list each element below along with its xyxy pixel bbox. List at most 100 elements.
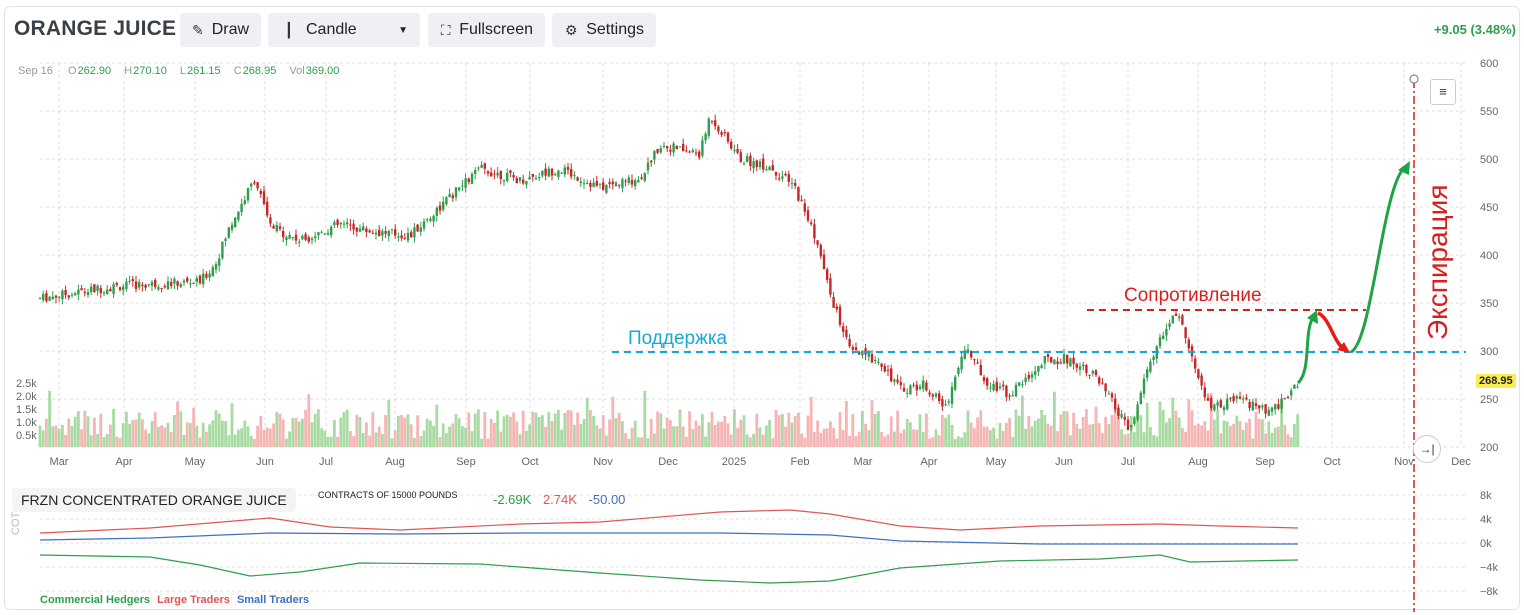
candle-body xyxy=(1222,407,1226,411)
candle-body xyxy=(1197,369,1200,379)
scroll-to-latest-button[interactable]: →| xyxy=(1413,435,1441,463)
volume-bar xyxy=(1126,433,1130,447)
volume-bar xyxy=(1129,416,1133,447)
volume-bar xyxy=(912,429,915,447)
volume-bar xyxy=(486,438,490,447)
candle-body xyxy=(1082,364,1085,366)
volume-bar xyxy=(761,434,765,447)
candle-body xyxy=(67,295,70,298)
volume-bar xyxy=(384,415,387,447)
volume-bar xyxy=(454,414,458,447)
volume-bar xyxy=(1059,414,1063,447)
volume-bar xyxy=(995,438,999,447)
volume-bar xyxy=(541,415,544,447)
candle-body xyxy=(938,393,941,401)
volume-bar xyxy=(720,421,723,447)
volume-bar xyxy=(425,418,429,447)
volume-bar xyxy=(201,422,205,447)
candle-body xyxy=(563,167,566,175)
price-tick: 300 xyxy=(1480,346,1498,358)
candle-body xyxy=(739,152,742,163)
volume-bar xyxy=(1133,432,1136,447)
candle-body xyxy=(765,169,768,171)
volume-bar xyxy=(1155,436,1159,447)
volume-bar xyxy=(1289,437,1293,447)
high-label: H xyxy=(124,65,133,77)
volume-bar xyxy=(701,414,704,447)
volume-bar xyxy=(854,436,858,447)
candle-body xyxy=(138,282,141,288)
candle-body xyxy=(54,295,58,298)
price-tick: 600 xyxy=(1480,58,1498,70)
candle-body xyxy=(323,233,326,235)
candle-body xyxy=(387,231,390,237)
candle-body xyxy=(234,217,237,228)
volume-bar xyxy=(873,413,877,447)
cot-large-value: 2.74K xyxy=(542,492,577,507)
current-price-tag: 268.95 xyxy=(1476,374,1516,388)
candle-body xyxy=(989,387,992,389)
candle-body xyxy=(1091,370,1094,374)
candle-body xyxy=(464,178,467,188)
volume-tick: 1.0k xyxy=(16,417,37,429)
cot-subtitle: CONTRACTS OF 15000 POUNDS xyxy=(318,490,458,500)
candle-body xyxy=(656,148,659,153)
candle-body xyxy=(1110,393,1114,398)
volume-bar xyxy=(1078,428,1082,447)
volume-bar xyxy=(297,421,301,447)
volume-bar xyxy=(1081,417,1085,447)
candle-body xyxy=(774,171,778,176)
volume-bar xyxy=(480,438,483,447)
candle-body xyxy=(643,173,646,181)
volume-bar xyxy=(1264,433,1267,447)
candle-body xyxy=(1165,328,1168,336)
volume-bar xyxy=(1088,424,1091,447)
volume-bar xyxy=(409,424,413,447)
chart-type-select[interactable]: ┃ Candle ▼ xyxy=(268,13,420,47)
candle-body xyxy=(928,392,931,395)
fullscreen-button[interactable]: ⛶ Fullscreen xyxy=(428,13,545,47)
volume-bar xyxy=(925,413,928,447)
volume-bar xyxy=(877,411,880,447)
price-tick: 400 xyxy=(1480,250,1498,262)
volume-bar xyxy=(678,409,682,447)
indicator-icon[interactable]: ≡ xyxy=(1430,79,1456,105)
volume-bar xyxy=(38,425,42,447)
candle-body xyxy=(381,231,384,236)
candle-body xyxy=(1094,370,1098,376)
candle-body xyxy=(221,241,224,259)
candle-body xyxy=(890,368,893,382)
volume-bar xyxy=(627,438,631,447)
volume-bar xyxy=(659,413,663,447)
price-tick: 550 xyxy=(1480,106,1498,118)
candle-body xyxy=(195,277,198,282)
volume-bar xyxy=(445,433,448,447)
candle-body xyxy=(237,211,240,220)
settings-button[interactable]: ⚙ Settings xyxy=(552,13,656,47)
volume-bar xyxy=(221,420,224,447)
candle-body xyxy=(1242,398,1245,400)
candle-body xyxy=(394,229,397,236)
candle-body xyxy=(51,296,54,299)
candle-body xyxy=(474,170,477,174)
volume-bar xyxy=(733,409,736,447)
volume-bar xyxy=(973,428,976,447)
time-tick: 2025 xyxy=(722,456,746,468)
settings-label: Settings xyxy=(586,21,644,38)
volume-bar xyxy=(1273,427,1277,447)
volume-bar xyxy=(643,390,647,447)
candle-body xyxy=(672,143,675,153)
volume-bar xyxy=(669,420,672,447)
candle-body xyxy=(842,326,845,332)
draw-button[interactable]: ✎ Draw xyxy=(180,13,261,47)
time-tick: Nov xyxy=(593,456,613,468)
candle-body xyxy=(589,183,592,187)
candle-body xyxy=(451,195,454,199)
candle-body xyxy=(285,237,288,240)
candle-body xyxy=(496,172,499,176)
candle-body xyxy=(106,289,109,295)
volume-bar xyxy=(477,409,480,447)
candle-body xyxy=(630,180,634,185)
candle-body xyxy=(38,297,42,299)
